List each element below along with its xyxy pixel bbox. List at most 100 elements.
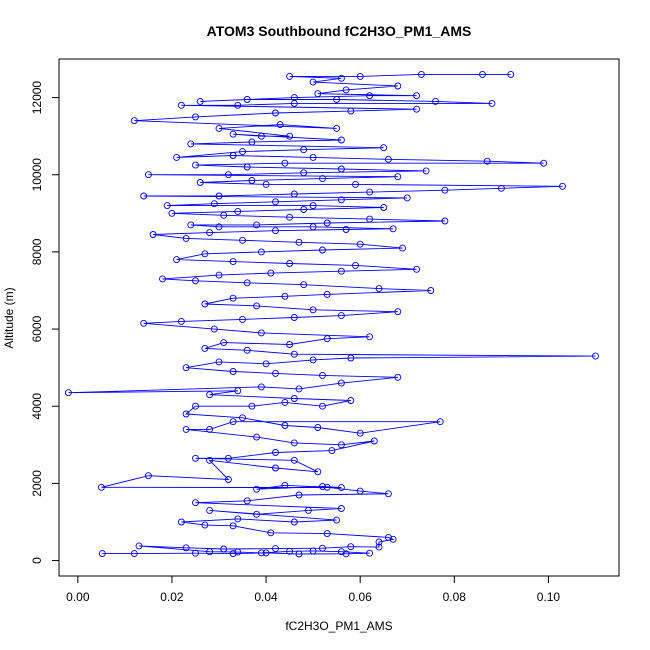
data-point bbox=[592, 352, 599, 360]
data-point bbox=[337, 379, 345, 387]
data-point bbox=[309, 356, 317, 364]
data-point bbox=[262, 360, 270, 368]
data-point bbox=[366, 92, 374, 100]
data-point bbox=[295, 491, 303, 499]
data-point bbox=[422, 167, 430, 175]
data-point bbox=[403, 194, 411, 202]
data-point bbox=[309, 547, 317, 555]
data-point bbox=[210, 325, 218, 333]
data-point bbox=[479, 70, 486, 78]
data-point bbox=[432, 97, 439, 105]
data-point bbox=[413, 265, 421, 273]
data-point bbox=[337, 548, 345, 556]
data-point bbox=[177, 518, 185, 526]
x-axis: 0.00 0.02 0.04 0.06 0.08 0.10 bbox=[66, 575, 560, 604]
data-point bbox=[239, 414, 246, 422]
data-point bbox=[370, 437, 378, 445]
data-point bbox=[272, 545, 279, 553]
data-point bbox=[286, 72, 294, 80]
data-point bbox=[347, 107, 355, 115]
data-point bbox=[356, 429, 364, 437]
data-point bbox=[215, 271, 223, 279]
data-point bbox=[323, 530, 331, 538]
data-point bbox=[192, 499, 199, 507]
data-point bbox=[144, 171, 152, 179]
data-point bbox=[314, 424, 322, 431]
data-point bbox=[182, 410, 190, 418]
data-point bbox=[229, 294, 237, 302]
data-point bbox=[98, 550, 106, 558]
data-point bbox=[384, 155, 392, 163]
data-point bbox=[267, 529, 275, 537]
data-point bbox=[215, 223, 223, 231]
data-point bbox=[206, 229, 214, 237]
data-point bbox=[366, 549, 374, 557]
data-point bbox=[149, 231, 157, 238]
y-axis: 0 2000 4000 6000 8000 10000 12000 bbox=[30, 81, 60, 564]
data-point bbox=[177, 101, 185, 109]
x-tick-label: 0.02 bbox=[160, 590, 184, 604]
data-point bbox=[540, 159, 548, 167]
data-point bbox=[323, 290, 331, 298]
data-point bbox=[286, 547, 294, 555]
data-point bbox=[248, 402, 256, 410]
data-point bbox=[182, 544, 190, 552]
data-point bbox=[314, 468, 322, 476]
data-point bbox=[64, 389, 72, 397]
data-point bbox=[347, 397, 355, 404]
data-point bbox=[319, 175, 326, 183]
data-point bbox=[130, 117, 138, 125]
data-point bbox=[413, 105, 421, 113]
data-point bbox=[352, 261, 359, 269]
data-point bbox=[290, 314, 298, 321]
data-point bbox=[337, 74, 345, 82]
data-point bbox=[206, 506, 214, 514]
data-point bbox=[177, 317, 185, 325]
data-point bbox=[281, 398, 289, 406]
data-point bbox=[319, 483, 326, 490]
data-point bbox=[319, 246, 326, 254]
data-point bbox=[196, 179, 204, 186]
data-point bbox=[356, 72, 364, 80]
data-point bbox=[234, 207, 242, 215]
data-point bbox=[290, 456, 298, 464]
data-point bbox=[380, 204, 388, 211]
data-point bbox=[248, 177, 256, 184]
x-tick-label: 0.06 bbox=[348, 590, 372, 604]
data-point bbox=[192, 113, 199, 121]
data-point bbox=[253, 302, 261, 310]
data-point bbox=[276, 121, 284, 129]
data-point bbox=[272, 227, 279, 235]
data-point bbox=[140, 192, 148, 200]
data-point bbox=[201, 300, 209, 308]
data-point bbox=[323, 219, 331, 227]
data-point bbox=[234, 515, 242, 523]
data-point bbox=[229, 550, 237, 558]
data-point bbox=[272, 198, 279, 206]
chart-title: ATOM3 Southbound fC2H3O_PM1_AMS bbox=[207, 23, 472, 39]
data-point bbox=[192, 454, 199, 462]
y-tick-label: 10000 bbox=[30, 158, 44, 192]
data-point bbox=[497, 184, 505, 192]
data-point bbox=[380, 144, 388, 152]
data-point bbox=[384, 533, 392, 541]
data-point bbox=[192, 402, 199, 410]
data-point bbox=[300, 146, 308, 154]
data-point bbox=[253, 485, 261, 493]
data-point bbox=[295, 550, 303, 558]
data-point bbox=[319, 371, 326, 379]
data-point bbox=[333, 124, 341, 132]
data-point bbox=[441, 186, 449, 194]
data-point bbox=[394, 373, 402, 381]
data-point bbox=[224, 171, 232, 179]
data-point bbox=[300, 169, 308, 177]
data-point bbox=[413, 92, 421, 100]
data-point bbox=[229, 258, 237, 266]
data-point bbox=[187, 140, 195, 148]
data-point bbox=[206, 548, 214, 556]
data-point bbox=[243, 497, 251, 505]
data-point bbox=[347, 543, 355, 551]
x-tick-label: 0.00 bbox=[66, 590, 90, 604]
data-point bbox=[272, 464, 279, 472]
